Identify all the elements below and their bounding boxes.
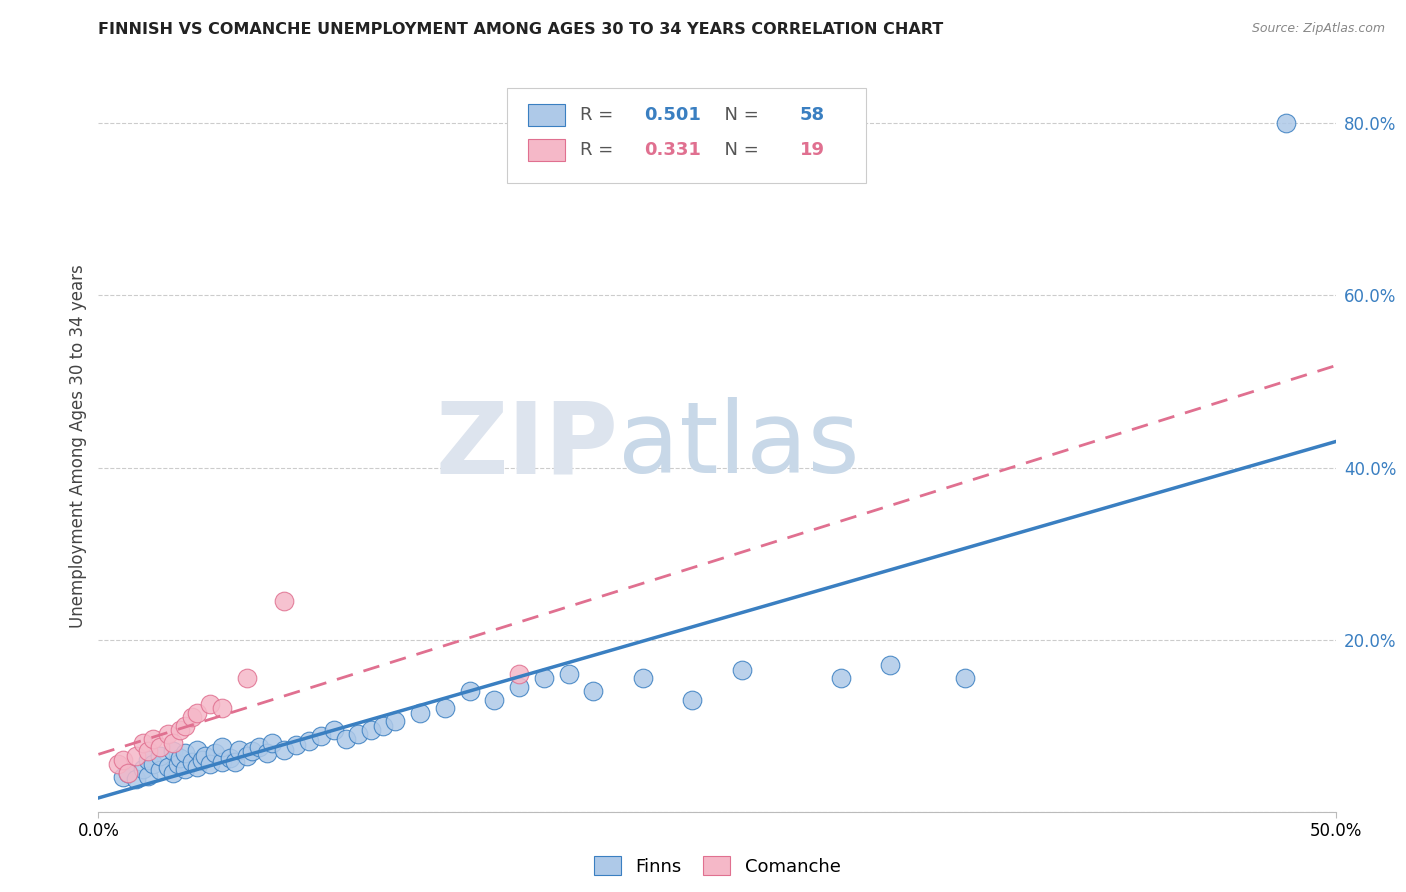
Point [136, 768, 159, 782]
Point [132, 736, 155, 750]
Point [224, 755, 246, 769]
Point [162, 736, 184, 750]
Point [136, 753, 159, 767]
Point [211, 755, 233, 769]
Point [433, 701, 456, 715]
Point [273, 594, 295, 608]
Point [557, 667, 579, 681]
Point [236, 671, 259, 685]
Point [211, 740, 233, 755]
Text: N =: N = [713, 105, 765, 124]
Point [142, 731, 165, 746]
Point [186, 743, 208, 757]
Point [112, 770, 135, 784]
Point [681, 693, 703, 707]
Text: 58: 58 [800, 105, 825, 124]
Point [181, 755, 204, 769]
Point [174, 719, 197, 733]
Point [156, 760, 179, 774]
Point [384, 714, 406, 729]
Point [218, 751, 240, 765]
Point [631, 671, 654, 685]
Point [879, 658, 901, 673]
Point [285, 738, 308, 752]
Point [211, 701, 233, 715]
Point [582, 684, 605, 698]
Text: 0.501: 0.501 [644, 105, 702, 124]
Point [149, 740, 172, 755]
Point [830, 671, 852, 685]
Point [156, 727, 179, 741]
Point [186, 706, 208, 720]
Point [149, 764, 172, 778]
Point [335, 731, 357, 746]
Point [458, 684, 481, 698]
Point [240, 744, 263, 758]
Point [273, 743, 295, 757]
Point [508, 680, 530, 694]
FancyBboxPatch shape [506, 87, 866, 183]
Point [107, 757, 129, 772]
Text: R =: R = [579, 141, 619, 159]
Point [298, 734, 321, 748]
Point [1275, 116, 1298, 130]
Point [533, 671, 555, 685]
Point [360, 723, 382, 737]
Point [204, 746, 226, 760]
Point [174, 746, 197, 760]
Point [508, 667, 530, 681]
Text: atlas: atlas [619, 398, 859, 494]
Point [953, 671, 976, 685]
Point [228, 743, 250, 757]
Point [322, 723, 344, 737]
Point [174, 762, 197, 776]
Point [347, 727, 370, 741]
Point [371, 719, 394, 733]
Text: FINNISH VS COMANCHE UNEMPLOYMENT AMONG AGES 30 TO 34 YEARS CORRELATION CHART: FINNISH VS COMANCHE UNEMPLOYMENT AMONG A… [98, 22, 943, 37]
Point [731, 663, 754, 677]
Point [186, 760, 208, 774]
Legend: Finns, Comanche: Finns, Comanche [593, 856, 841, 876]
Point [169, 723, 191, 737]
Text: N =: N = [713, 141, 765, 159]
Point [149, 748, 172, 763]
Point [198, 757, 221, 772]
Point [309, 729, 332, 743]
Point [136, 744, 159, 758]
Point [117, 766, 139, 780]
Text: 19: 19 [800, 141, 825, 159]
Point [169, 751, 191, 765]
FancyBboxPatch shape [527, 103, 565, 126]
Point [124, 772, 146, 786]
Point [181, 710, 204, 724]
Point [198, 697, 221, 711]
Point [260, 736, 283, 750]
Point [256, 746, 278, 760]
Point [132, 762, 155, 776]
Text: ZIP: ZIP [436, 398, 619, 494]
Point [247, 740, 270, 755]
Point [191, 753, 214, 767]
Point [166, 757, 188, 772]
Point [124, 748, 146, 763]
Point [142, 757, 165, 772]
Point [112, 753, 135, 767]
Y-axis label: Unemployment Among Ages 30 to 34 years: Unemployment Among Ages 30 to 34 years [69, 264, 87, 628]
Point [484, 693, 506, 707]
Point [117, 766, 139, 780]
Text: Source: ZipAtlas.com: Source: ZipAtlas.com [1251, 22, 1385, 36]
Point [236, 748, 259, 763]
Point [194, 748, 217, 763]
Text: 0.331: 0.331 [644, 141, 702, 159]
Point [162, 766, 184, 780]
Point [162, 744, 184, 758]
Text: R =: R = [579, 105, 619, 124]
Point [409, 706, 432, 720]
FancyBboxPatch shape [527, 139, 565, 161]
